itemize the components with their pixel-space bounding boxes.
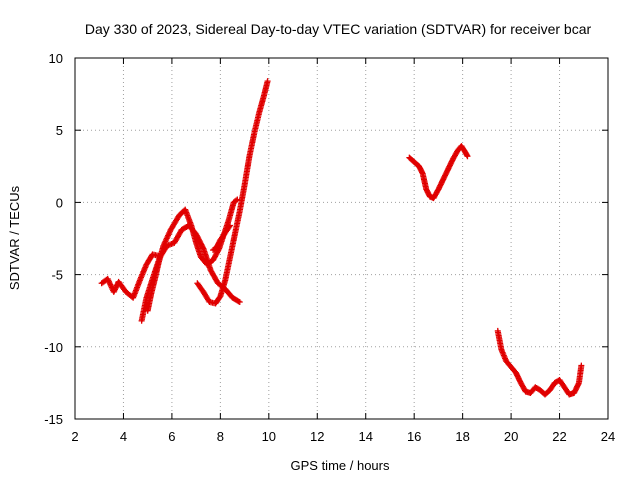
x-tick-label: 2 [71, 429, 78, 444]
x-tick-label: 16 [407, 429, 421, 444]
chart-title: Day 330 of 2023, Sidereal Day-to-day VTE… [85, 21, 592, 37]
data-point [464, 153, 471, 160]
data-point [235, 298, 242, 305]
x-tick-label: 24 [601, 429, 615, 444]
series-track-1 [98, 251, 162, 301]
x-tick-label: 6 [168, 429, 175, 444]
plot-frame [74, 57, 609, 420]
grid-layer [75, 58, 608, 419]
data-point [234, 196, 241, 203]
x-tick-label: 10 [262, 429, 276, 444]
series-track-5 [210, 222, 234, 254]
y-tick-label: 5 [56, 123, 63, 138]
x-tick-label: 12 [310, 429, 324, 444]
y-tick-label: -5 [51, 268, 63, 283]
y-tick-label: 10 [49, 51, 63, 66]
data-point [233, 197, 240, 204]
series-track-4 [194, 78, 271, 307]
series-track-7 [494, 327, 585, 398]
data-point [226, 223, 233, 230]
y-tick-label: -15 [44, 412, 63, 427]
x-tick-label: 22 [552, 429, 566, 444]
data-point [578, 362, 585, 369]
data-point [227, 222, 234, 229]
y-tick-label: 0 [56, 195, 63, 210]
data-layer [98, 78, 585, 398]
x-tick-label: 18 [455, 429, 469, 444]
series-track-6 [406, 143, 471, 202]
x-axis-label: GPS time / hours [291, 458, 390, 473]
x-tick-label: 8 [217, 429, 224, 444]
y-tick-label: -10 [44, 340, 63, 355]
series-track-3 [144, 196, 241, 314]
data-point [199, 244, 206, 251]
x-tick-label: 14 [358, 429, 372, 444]
data-point [236, 299, 243, 306]
data-point [264, 78, 271, 85]
x-tick-label: 4 [120, 429, 127, 444]
x-tick-label: 20 [504, 429, 518, 444]
y-axis-label: SDTVAR / TECUs [7, 185, 22, 290]
